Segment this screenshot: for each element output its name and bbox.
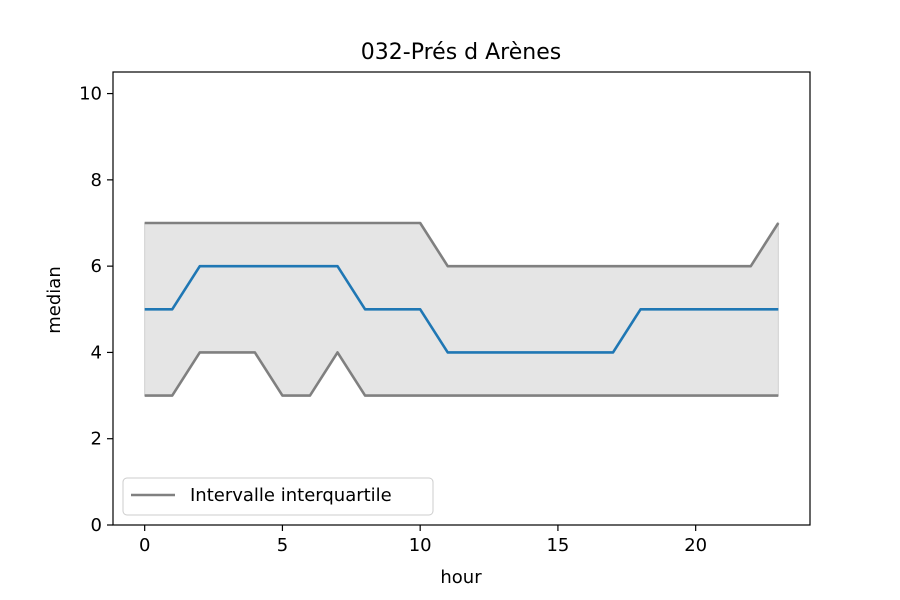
legend-box bbox=[122, 477, 434, 516]
y-axis: 0 2 4 6 8 10 bbox=[79, 84, 113, 536]
y-tick-label: 6 bbox=[91, 256, 102, 277]
y-axis-label: median bbox=[44, 266, 65, 333]
q1-line bbox=[144, 351, 779, 397]
y-tick-label: 8 bbox=[91, 170, 102, 191]
median-line bbox=[144, 264, 779, 354]
y-tick-label: 4 bbox=[91, 342, 102, 363]
x-axis: 0 5 10 15 20 bbox=[139, 525, 707, 556]
x-tick-label: 5 bbox=[277, 535, 288, 556]
x-tick-label: 0 bbox=[139, 535, 150, 556]
y-tick-label: 2 bbox=[91, 429, 102, 450]
x-tick-label: 15 bbox=[546, 535, 569, 556]
x-axis-label: hour bbox=[440, 567, 482, 588]
legend: Intervalle interquartile bbox=[122, 477, 434, 516]
q3-line bbox=[144, 221, 780, 268]
y-tick-label: 0 bbox=[91, 515, 102, 536]
y-tick-label: 10 bbox=[79, 84, 102, 105]
x-tick-label: 20 bbox=[684, 535, 707, 556]
chart-title: 032-Prés d Arènes bbox=[361, 40, 561, 65]
legend-label: Intervalle interquartile bbox=[190, 485, 392, 506]
x-tick-label: 10 bbox=[409, 535, 432, 556]
plot-area bbox=[144, 221, 780, 397]
axes-frame bbox=[112, 71, 811, 526]
